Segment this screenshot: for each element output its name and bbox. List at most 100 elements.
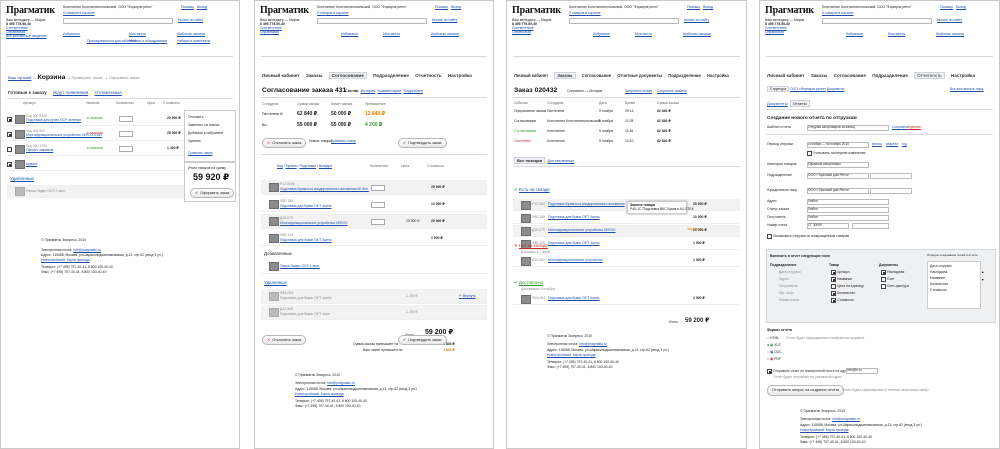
logo[interactable]: Прагматик xyxy=(260,5,309,16)
order-item[interactable]: Количество xyxy=(930,282,949,286)
header-link-2[interactable]: Справочная xyxy=(512,30,531,34)
nav-cabinet[interactable]: Личный кабинет xyxy=(262,73,300,78)
subtab-history[interactable]: История xyxy=(360,89,376,93)
header-link-1[interactable]: Соответствие xyxy=(260,26,282,30)
recipient-select[interactable]: Любое xyxy=(807,215,889,221)
col-checkbox[interactable] xyxy=(881,277,886,282)
qty-input[interactable] xyxy=(371,185,385,191)
help-link[interactable]: Помощь xyxy=(435,5,449,9)
move-up-icon[interactable]: ▲ xyxy=(981,270,985,274)
menu-my-places[interactable]: Мои места xyxy=(888,32,905,36)
menu-favorites[interactable]: Избранное xyxy=(846,32,864,36)
product-name[interactable]: Подставка для бумаг ОЕТ 4шт/м xyxy=(548,215,600,219)
logout-link[interactable]: Выход xyxy=(703,5,714,9)
product-name[interactable]: Бумага xyxy=(26,162,38,166)
legal-entity-select-2[interactable] xyxy=(870,188,912,194)
removed-item-name[interactable]: Подставка для бумаг ОЕТ 4шт/м xyxy=(280,296,332,300)
search-input[interactable] xyxy=(317,18,427,24)
col-option[interactable]: Получатель xyxy=(779,284,798,288)
qty-input[interactable] xyxy=(119,116,133,122)
col-checkbox[interactable] xyxy=(831,291,836,296)
tab-waiting[interactable]: Ждут появления xyxy=(52,90,89,95)
product-name[interactable]: Подставка для ручек ОСР зеленая xyxy=(26,118,81,122)
removed-toggle[interactable]: Удаленные xyxy=(10,176,34,181)
header-link-1[interactable]: Соответствие xyxy=(512,26,534,30)
legal-entity-select[interactable]: ООО «Торговый дом Регги» xyxy=(807,188,869,194)
tab-documents[interactable]: Документы xyxy=(767,101,788,106)
search-button[interactable]: Искать по сайту xyxy=(178,18,204,22)
col-checkbox[interactable] xyxy=(881,270,886,275)
nav-cabinet[interactable]: Личный кабинет xyxy=(767,73,805,78)
header-link-2[interactable]: Справочная xyxy=(6,30,25,34)
include-checkbox[interactable] xyxy=(807,151,812,156)
menu-favorites[interactable]: Избранное xyxy=(341,32,359,36)
breadcrumb-item[interactable]: Ваш лучший xyxy=(8,75,32,80)
menu-my-places[interactable]: Мои места xyxy=(383,32,400,36)
reject-button[interactable]: ✕ Отклонить заказ xyxy=(262,138,307,148)
tab-all[interactable]: Все позиции xyxy=(514,157,546,164)
action-defer[interactable]: Отложить xyxy=(188,115,204,119)
removed-item-name[interactable]: Подставка для бумаг ОЕТ черн. xyxy=(280,312,331,316)
subtab-comments[interactable]: Комментарии xyxy=(377,89,402,93)
menu-sub-2[interactable]: Мебель и оборудование xyxy=(129,39,168,43)
product-name[interactable]: Подставка Бумага из анодированного алюми… xyxy=(280,187,369,191)
nav-approval[interactable]: Согласование xyxy=(833,73,866,78)
col-checkbox[interactable] xyxy=(831,284,836,289)
col-option[interactable]: Счет xyxy=(887,277,895,281)
nav-settings[interactable]: Настройка xyxy=(950,73,975,78)
row-checkbox[interactable] xyxy=(7,117,12,122)
category-select[interactable]: Офисные канцтовары xyxy=(807,162,869,168)
product-name[interactable]: Многофункциональное устройство xyxy=(548,258,603,262)
nav-approval[interactable]: Согласование xyxy=(581,73,612,78)
cart-count-link[interactable]: 5 товаров в корзине xyxy=(822,11,854,15)
product-name[interactable]: Подставка Бумага из анодированного алюми… xyxy=(548,202,625,206)
help-link[interactable]: Помощь xyxy=(940,5,954,9)
col-option[interactable]: Название xyxy=(837,277,853,281)
format-html[interactable]: ○ HTML xyxy=(767,336,780,340)
delete-template-link[interactable]: Удалить xyxy=(908,125,921,129)
footer-map[interactable]: Новостройский. Карта проезда xyxy=(295,392,344,396)
nav-cabinet[interactable]: Личный кабинет xyxy=(514,73,549,78)
qty-input[interactable] xyxy=(371,219,385,225)
subtab-details[interactable]: Подробнее xyxy=(403,89,424,93)
search-input[interactable] xyxy=(569,18,679,24)
col-option[interactable]: Артикул xyxy=(837,270,850,274)
search-button[interactable]: Искать по сайту xyxy=(937,18,963,22)
qty-input[interactable] xyxy=(371,202,385,208)
nav-orders[interactable]: Заказы xyxy=(810,73,828,78)
radio-icon[interactable]: ○ xyxy=(767,357,770,361)
format-pdf[interactable]: ○ ▣ PDF xyxy=(767,357,781,361)
menu-templates[interactable]: Шаблоны заказов xyxy=(177,32,205,36)
logo[interactable]: Прагматик xyxy=(512,5,561,16)
logout-link[interactable]: Выход xyxy=(197,5,208,9)
col-checkbox[interactable] xyxy=(831,298,836,303)
help-link[interactable]: Помощь xyxy=(181,5,195,9)
col-checkbox[interactable] xyxy=(831,277,836,282)
nav-reports[interactable]: Отчетность xyxy=(914,72,945,79)
approve-button[interactable]: ✔ Подтвердить заказ xyxy=(398,138,447,148)
invoice-input[interactable]: СГ 30099 xyxy=(807,223,849,229)
approve-button-bottom[interactable]: ✔ Подтвердить заказ xyxy=(398,335,447,345)
tab-delivered[interactable]: Доставленные xyxy=(547,158,575,163)
added-item-name[interactable]: Папка Лидер ОСР-1 вып. xyxy=(280,264,320,268)
move-down-icon[interactable]: ▼ xyxy=(981,278,985,282)
menu-favorites[interactable]: Избранное xyxy=(593,32,611,36)
product-name[interactable]: Многофункциональное устройство XEROX xyxy=(280,221,348,225)
email-input[interactable]: info@kr.ru xyxy=(846,368,878,374)
radio-icon[interactable]: ○ xyxy=(767,336,770,340)
tab-reports[interactable]: Отчеты xyxy=(789,100,810,107)
header-link-1[interactable]: Соответствие xyxy=(765,26,787,30)
order-item[interactable]: Дата отгрузки xyxy=(930,264,952,268)
col-option[interactable]: Счет-фактура xyxy=(887,284,909,288)
copy-request-link[interactable]: Запросить копию xyxy=(625,89,653,93)
cart-count-link[interactable]: 5 товаров в корзине xyxy=(63,11,95,15)
compare-link[interactable]: Сравнить заказ xyxy=(188,151,213,155)
logo[interactable]: Прагматик xyxy=(6,5,55,16)
menu-sub-1[interactable]: Принадлежности для кабинета xyxy=(87,39,136,43)
status-select[interactable]: Любое xyxy=(807,207,889,213)
search-button[interactable]: Искать по сайту xyxy=(684,18,710,22)
order-item[interactable]: Название xyxy=(930,276,946,280)
product-name[interactable]: Подставка для бумаг ОЕТ 4шт/м xyxy=(280,238,332,242)
action-favorite[interactable]: Добавить в избранное xyxy=(188,131,224,135)
product-name[interactable]: Подставка для бумаг ОЕТ 4шт/м xyxy=(548,296,600,300)
